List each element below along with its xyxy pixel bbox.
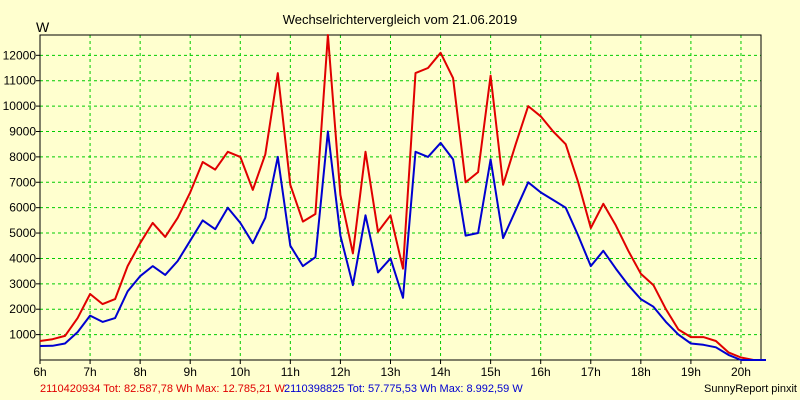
x-tick-label: 9h [184,365,197,379]
brand-label: SunnyReport pinxit [704,383,797,395]
y-axis-ticks: 1000 2000 3000 4000 5000 6000 7000 8000 9000 1000… [3,48,40,342]
x-tick-label: 6h [33,365,46,379]
series-line-2 [39,130,766,361]
y-tick-label: 6000 [9,201,36,215]
x-tick-label: 15h [481,365,501,379]
x-tick-label: 16h [531,365,551,379]
y-tick-label: 4000 [9,251,36,265]
x-tick-label: 10h [230,365,250,379]
y-tick-label: 1000 [9,328,36,342]
x-tick-label: 14h [431,365,451,379]
y-tick-label: 12000 [3,48,37,62]
y-tick-label: 7000 [9,175,36,189]
x-tick-label: 17h [581,365,601,379]
legend-series-1: 2110420934 Tot: 82.587,78 Wh Max: 12.785… [40,383,285,395]
y-tick-label: 3000 [9,277,36,291]
series-lines [39,34,766,361]
plot-frame [39,34,762,361]
y-tick-label: 9000 [9,124,36,138]
x-tick-label: 11h [281,365,300,379]
x-tick-label: 12h [330,365,350,379]
y-tick-label: 5000 [9,226,36,240]
y-tick-label: 2000 [9,302,36,316]
y-tick-label: 8000 [9,150,36,164]
y-axis-unit: W [36,19,50,35]
x-tick-label: 7h [83,365,96,379]
x-tick-label: 20h [731,365,751,379]
legend-series-2: 2110398825 Tot: 57.775,53 Wh Max: 8.992,… [284,383,523,395]
series-line-1 [39,34,766,361]
grid-lines [39,35,761,360]
chart-title: Wechselrichtervergleich vom 21.06.2019 [283,12,518,27]
x-tick-label: 19h [681,365,701,379]
x-tick-label: 8h [133,365,146,379]
x-tick-label: 13h [380,365,400,379]
x-tick-label: 18h [631,365,651,379]
y-tick-label: 10000 [3,99,37,113]
y-tick-label: 11000 [4,74,37,88]
x-axis-ticks: 6h 7h 8h 9h 10h 11h 12h 13h 14h 15h 16h 17h 18h 19h 20… [33,360,751,379]
